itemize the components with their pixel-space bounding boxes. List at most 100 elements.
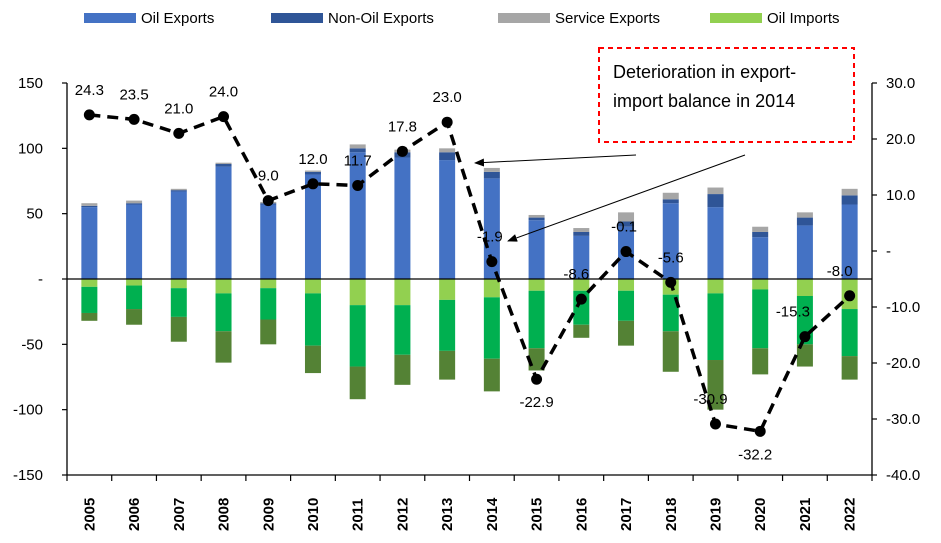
bar-segment-2011-s2 xyxy=(349,144,366,149)
annotation-callout: Deterioration in export-import balance i… xyxy=(474,47,855,242)
left-tick-label: 150 xyxy=(18,75,43,92)
legend-swatch-3 xyxy=(710,13,762,23)
bar-segment-2012-s5 xyxy=(394,354,411,385)
balance-point-2016 xyxy=(575,293,587,305)
bar-segment-2008-s4 xyxy=(215,293,232,332)
bar-segment-2020-s2 xyxy=(752,226,769,232)
bar-segment-2010-s5 xyxy=(304,345,321,374)
callout-text-line-0: Deterioration in export- xyxy=(613,62,796,82)
bar-segment-2013-s5 xyxy=(439,350,456,380)
bar-segment-2014-s2 xyxy=(483,167,500,172)
bar-segment-2020-s1 xyxy=(752,231,769,238)
left-tick-label: -150 xyxy=(13,467,43,484)
bar-segment-2021-s5 xyxy=(796,344,813,367)
bar-segment-2010-s1 xyxy=(304,171,321,175)
balance-label-2009: 9.0 xyxy=(258,168,279,185)
right-tick-label: 10.0 xyxy=(886,187,915,204)
balance-point-2022 xyxy=(844,290,856,302)
bar-segment-2008-s1 xyxy=(215,164,232,167)
bar-segment-2022-s1 xyxy=(841,195,858,205)
bar-segment-2014-s1 xyxy=(483,171,500,179)
bar-segment-2009-s3 xyxy=(260,279,277,289)
bar-segment-2009-s4 xyxy=(260,288,277,320)
bar-segment-2011-s4 xyxy=(349,305,366,367)
bar-segment-2019-s2 xyxy=(707,187,724,195)
x-tick-label-2015: 2015 xyxy=(529,498,546,531)
bar-segment-2017-s5 xyxy=(618,320,635,346)
bar-segment-2022-s0 xyxy=(841,204,858,279)
bar-segment-2018-s0 xyxy=(662,203,679,279)
bar-segment-2017-s4 xyxy=(618,290,635,321)
bar-segment-2007-s0 xyxy=(170,191,187,279)
balance-label-2022: -8.0 xyxy=(827,263,853,280)
balance-point-2021 xyxy=(799,331,811,343)
bar-segment-2022-s2 xyxy=(841,188,858,196)
balance-label-2014: -1.9 xyxy=(477,229,503,246)
balance-label-2021: -15.3 xyxy=(776,304,810,321)
balance-label-2013: 23.0 xyxy=(433,89,462,106)
right-tick-label: 20.0 xyxy=(886,131,915,148)
bar-segment-2021-s3 xyxy=(796,279,813,296)
bar-segment-2015-s4 xyxy=(528,290,545,349)
legend: Oil Exports Non-Oil Exports Service Export… xyxy=(84,10,840,27)
balance-point-2007 xyxy=(173,127,185,139)
bar-segment-2019-s5 xyxy=(707,360,724,410)
bar-segment-2007-s1 xyxy=(170,190,187,192)
left-tick-label: 50 xyxy=(26,206,43,223)
balance-point-2015 xyxy=(531,373,543,385)
bar-segment-2017-s2 xyxy=(618,212,635,222)
right-tick-label: -30.0 xyxy=(886,411,920,428)
bar-segment-2021-s0 xyxy=(796,225,813,279)
bar-segment-2005-s2 xyxy=(81,203,98,206)
bar-segment-2007-s5 xyxy=(170,316,187,342)
bar-segment-2019-s1 xyxy=(707,194,724,208)
bar-segment-2010-s0 xyxy=(304,174,321,279)
balance-label-2012: 17.8 xyxy=(388,118,417,135)
balance-label-2006: 23.5 xyxy=(119,86,148,103)
bar-segment-2013-s0 xyxy=(439,160,456,279)
bar-segment-2022-s4 xyxy=(841,309,858,357)
callout-box xyxy=(598,47,855,143)
balance-label-2011: 11.7 xyxy=(344,152,372,169)
bar-segment-2008-s5 xyxy=(215,331,232,363)
bar-segment-2011-s1 xyxy=(349,148,366,153)
bar-segment-2006-s1 xyxy=(126,203,143,205)
bar-segment-2008-s2 xyxy=(215,162,232,165)
balance-point-2010 xyxy=(307,178,319,190)
right-tick-label: -10.0 xyxy=(886,299,920,316)
right-tick-label: -40.0 xyxy=(886,467,920,484)
left-tick-label: 100 xyxy=(18,140,43,157)
right-tick-label: 30.0 xyxy=(886,75,915,92)
x-tick-label-2017: 2017 xyxy=(618,498,635,531)
balance-label-2017: -0.1 xyxy=(611,219,637,236)
bar-segment-2019-s4 xyxy=(707,293,724,361)
bar-segment-2013-s4 xyxy=(439,299,456,351)
bar-segment-2006-s3 xyxy=(126,279,143,286)
data-labels-layer: 24.3 23.5 21.0 24.0 9.0 12.0 11.7 17.8 23.0 -1.9 -… xyxy=(75,82,853,463)
bar-segment-2018-s5 xyxy=(662,331,679,372)
x-tick-label-2018: 2018 xyxy=(663,498,680,531)
bars-layer xyxy=(81,144,858,410)
x-tick-label-2011: 2011 xyxy=(350,498,367,531)
balance-point-2017 xyxy=(620,246,632,258)
bar-segment-2018-s1 xyxy=(662,199,679,204)
bar-segment-2008-s0 xyxy=(215,166,232,279)
balance-line-layer xyxy=(83,109,856,437)
bar-segment-2020-s0 xyxy=(752,237,769,279)
legend-label-2: Service Exports xyxy=(555,10,660,27)
bar-segment-2005-s0 xyxy=(81,207,98,279)
bar-segment-2010-s4 xyxy=(304,293,321,346)
bar-segment-2014-s4 xyxy=(483,297,500,359)
bar-segment-2007-s3 xyxy=(170,279,187,289)
bar-segment-2017-s3 xyxy=(618,279,635,291)
bar-segment-2014-s3 xyxy=(483,279,500,298)
bar-segment-2012-s3 xyxy=(394,279,411,306)
balance-label-2007: 21.0 xyxy=(164,100,193,117)
x-tick-label-2014: 2014 xyxy=(484,497,501,531)
balance-label-2019: -30.9 xyxy=(693,391,727,408)
bar-segment-2006-s0 xyxy=(126,204,143,279)
bar-segment-2008-s3 xyxy=(215,279,232,294)
bar-segment-2016-s3 xyxy=(573,279,590,291)
balance-label-2018: -5.6 xyxy=(658,249,684,266)
x-tick-label-2006: 2006 xyxy=(126,498,143,531)
